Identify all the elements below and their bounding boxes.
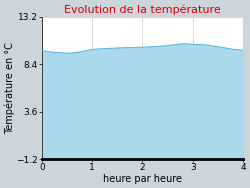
X-axis label: heure par heure: heure par heure [103,174,182,184]
Title: Evolution de la température: Evolution de la température [64,4,221,15]
Y-axis label: Température en °C: Température en °C [4,42,15,134]
